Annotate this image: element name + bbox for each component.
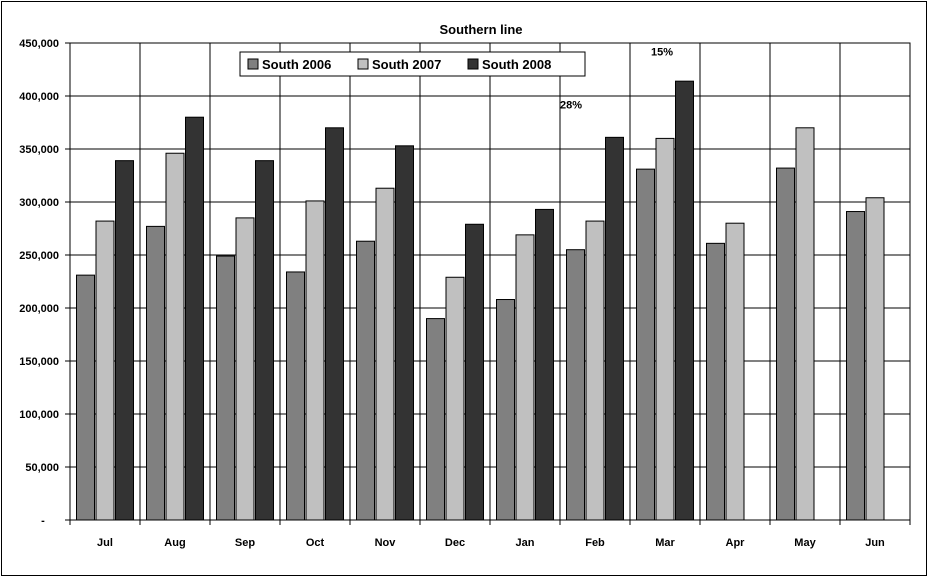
annotation-label: 28% (560, 100, 582, 112)
bar-south-2008-oct (325, 127, 344, 521)
y-tick-label: - (41, 515, 45, 527)
legend-box (239, 51, 586, 77)
legend-swatch (357, 58, 369, 70)
bar-south-2006-jun (846, 211, 865, 521)
bar-south-2007-mar (655, 137, 675, 521)
y-tick-labels: - 50,000 100,000 150,000 200,000 250,000 300,0… (19, 38, 59, 527)
bar-south-2008-sep (255, 160, 274, 521)
y-tick-label: 450,000 (19, 38, 59, 50)
bar-south-2007-jun (865, 197, 885, 521)
bar-south-2008-jan (535, 208, 554, 521)
bar-south-2007-oct (305, 200, 325, 521)
x-tick-label: Nov (375, 537, 397, 549)
bar-south-2006-dec (426, 318, 445, 521)
axes (65, 42, 911, 525)
bar-south-2008-jul (115, 160, 134, 521)
bar-south-2007-apr (725, 222, 745, 521)
bar-south-2007-sep (235, 217, 255, 521)
legend: South 2006 South 2007 South 2008 (239, 51, 586, 77)
legend-swatch (247, 58, 259, 70)
x-tick-label: Jul (97, 537, 113, 549)
bar-south-2008-dec (465, 223, 484, 521)
bar-south-2007-dec (445, 276, 465, 521)
y-tick-label: 350,000 (19, 144, 59, 156)
bars (76, 80, 885, 521)
x-tick-label: Oct (306, 537, 325, 549)
x-tick-label: Feb (585, 537, 605, 549)
bar-south-2007-feb (585, 220, 605, 521)
legend-label: South 2007 (372, 57, 441, 72)
x-tick-label: Sep (235, 537, 255, 549)
x-tick-label: Jan (516, 537, 535, 549)
legend-label: South 2006 (262, 57, 331, 72)
bar-south-2006-jul (76, 274, 95, 521)
bar-south-2008-mar (675, 80, 694, 521)
y-tick-label: 50,000 (25, 462, 59, 474)
x-tick-label: Dec (445, 537, 465, 549)
bar-south-2007-nov (375, 187, 395, 521)
bar-south-2007-jul (95, 220, 115, 521)
bar-south-2008-feb (605, 136, 624, 521)
bar-south-2006-mar (636, 168, 655, 521)
chart-title: Southern line (439, 22, 522, 37)
bar-south-2006-sep (216, 255, 235, 521)
bar-south-2006-jan (496, 299, 515, 521)
annotation-label: 15% (651, 47, 673, 59)
bar-south-2008-nov (395, 145, 414, 521)
x-tick-label: May (794, 537, 816, 549)
x-tick-label: Mar (655, 537, 675, 549)
y-tick-label: 250,000 (19, 250, 59, 262)
bar-south-2006-oct (286, 271, 305, 521)
bar-south-2007-may (795, 127, 815, 521)
bar-south-2007-jan (515, 234, 535, 521)
y-tick-label: 150,000 (19, 356, 59, 368)
bar-south-2006-nov (356, 240, 375, 521)
x-tick-label: Apr (726, 537, 746, 549)
legend-swatch (467, 58, 479, 70)
x-tick-labels: Jul Aug Sep Oct Nov Dec Jan Feb Mar Apr May Jun (97, 537, 885, 549)
bar-south-2006-feb (566, 249, 585, 521)
y-tick-label: 300,000 (19, 197, 59, 209)
bar-south-2007-aug (165, 152, 185, 521)
bar-south-2006-aug (146, 225, 165, 521)
y-tick-label: 200,000 (19, 303, 59, 315)
x-tick-label: Jun (865, 537, 885, 549)
bar-south-2006-apr (706, 242, 725, 521)
y-tick-label: 400,000 (19, 91, 59, 103)
x-tick-label: Aug (164, 537, 185, 549)
bar-south-2008-aug (185, 116, 204, 521)
annotations: 28% 15% (560, 47, 673, 112)
y-tick-label: 100,000 (19, 409, 59, 421)
bar-south-2006-may (776, 167, 795, 521)
legend-label: South 2008 (482, 57, 551, 72)
